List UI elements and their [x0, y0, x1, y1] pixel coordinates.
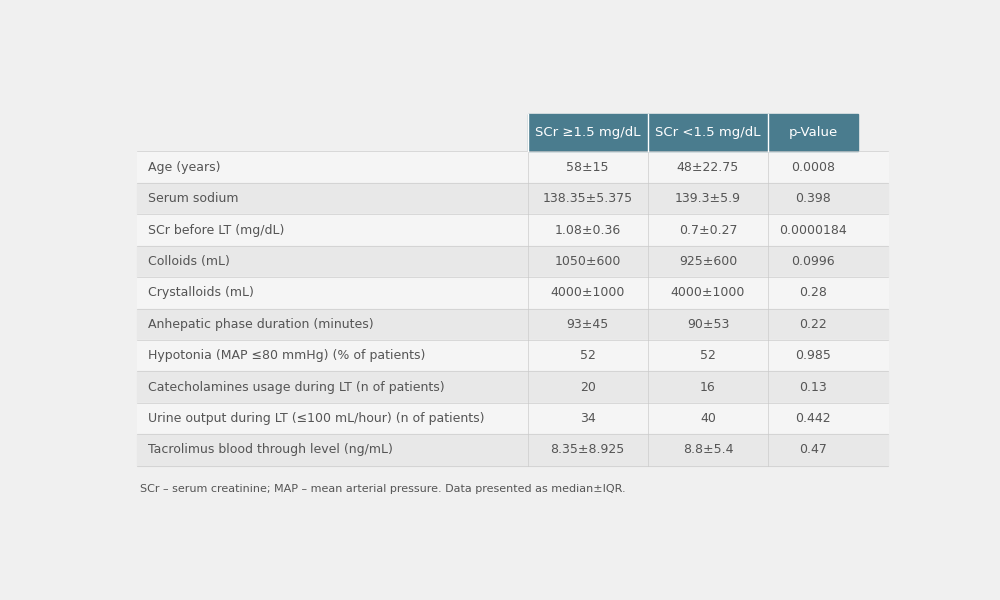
Bar — [137, 371, 888, 403]
Bar — [137, 246, 888, 277]
Text: Serum sodium: Serum sodium — [148, 192, 239, 205]
Bar — [137, 434, 888, 466]
Text: 0.0996: 0.0996 — [791, 255, 835, 268]
Text: Hypotonia (MAP ≤80 mmHg) (% of patients): Hypotonia (MAP ≤80 mmHg) (% of patients) — [148, 349, 426, 362]
Text: 1.08±0.36: 1.08±0.36 — [555, 224, 621, 236]
Text: 52: 52 — [700, 349, 716, 362]
Text: p-Value: p-Value — [789, 126, 838, 139]
Text: Colloids (mL): Colloids (mL) — [148, 255, 230, 268]
Text: SCr – serum creatinine; MAP – mean arterial pressure. Data presented as median±I: SCr – serum creatinine; MAP – mean arter… — [140, 484, 626, 494]
Text: 34: 34 — [580, 412, 596, 425]
Text: 0.13: 0.13 — [799, 380, 827, 394]
Text: 90±53: 90±53 — [687, 318, 729, 331]
Text: 40: 40 — [700, 412, 716, 425]
Text: 8.8±5.4: 8.8±5.4 — [683, 443, 733, 457]
Text: 93±45: 93±45 — [567, 318, 609, 331]
Text: 20: 20 — [580, 380, 596, 394]
Text: 52: 52 — [580, 349, 596, 362]
Text: 16: 16 — [700, 380, 716, 394]
Text: Age (years): Age (years) — [148, 161, 221, 173]
Text: Urine output during LT (≤100 mL/hour) (n of patients): Urine output during LT (≤100 mL/hour) (n… — [148, 412, 485, 425]
Text: 48±22.75: 48±22.75 — [677, 161, 739, 173]
Text: SCr <1.5 mg/dL: SCr <1.5 mg/dL — [655, 126, 761, 139]
Text: 138.35±5.375: 138.35±5.375 — [543, 192, 633, 205]
Text: 0.985: 0.985 — [795, 349, 831, 362]
Bar — [137, 277, 888, 308]
Text: 0.0008: 0.0008 — [791, 161, 835, 173]
Text: Catecholamines usage during LT (n of patients): Catecholamines usage during LT (n of pat… — [148, 380, 445, 394]
Text: Crystalloids (mL): Crystalloids (mL) — [148, 286, 254, 299]
Bar — [648, 113, 768, 151]
Text: 0.0000184: 0.0000184 — [779, 224, 847, 236]
Text: 4000±1000: 4000±1000 — [550, 286, 625, 299]
Text: 0.22: 0.22 — [799, 318, 827, 331]
Text: 58±15: 58±15 — [566, 161, 609, 173]
Text: Tacrolimus blood through level (ng/mL): Tacrolimus blood through level (ng/mL) — [148, 443, 393, 457]
Bar — [137, 183, 888, 214]
Text: 0.442: 0.442 — [795, 412, 831, 425]
Text: 0.47: 0.47 — [799, 443, 827, 457]
Bar — [137, 214, 888, 246]
Text: 925±600: 925±600 — [679, 255, 737, 268]
Bar — [137, 151, 888, 183]
Text: SCr before LT (mg/dL): SCr before LT (mg/dL) — [148, 224, 285, 236]
Text: SCr ≥1.5 mg/dL: SCr ≥1.5 mg/dL — [535, 126, 640, 139]
Text: 0.28: 0.28 — [799, 286, 827, 299]
Bar — [137, 308, 888, 340]
Text: 0.7±0.27: 0.7±0.27 — [679, 224, 737, 236]
Bar — [768, 113, 858, 151]
Text: 1050±600: 1050±600 — [554, 255, 621, 268]
Bar — [137, 340, 888, 371]
Text: 0.398: 0.398 — [795, 192, 831, 205]
Text: Anhepatic phase duration (minutes): Anhepatic phase duration (minutes) — [148, 318, 374, 331]
Text: 4000±1000: 4000±1000 — [671, 286, 745, 299]
Bar — [137, 403, 888, 434]
Text: 139.3±5.9: 139.3±5.9 — [675, 192, 741, 205]
Bar — [528, 113, 648, 151]
Text: 8.35±8.925: 8.35±8.925 — [551, 443, 625, 457]
